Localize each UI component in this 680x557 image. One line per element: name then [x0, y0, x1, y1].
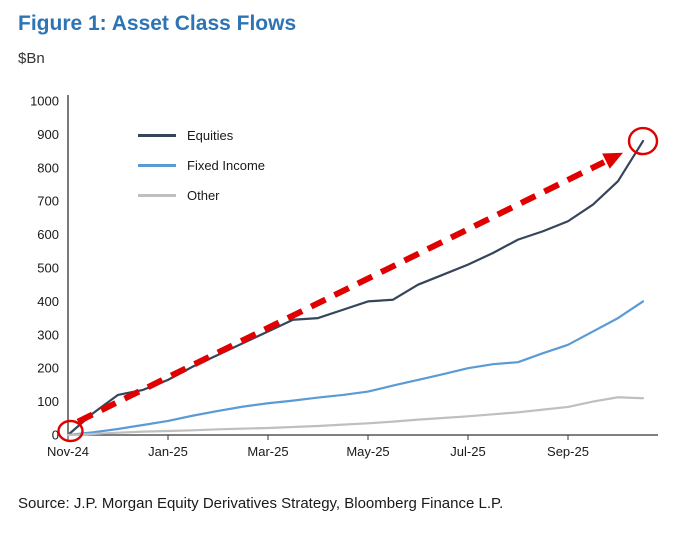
asset-class-flows-chart: 0 100 200 300 400 500 600 700 800 900 1000 Nov-24 Ja…	[18, 87, 678, 469]
svg-text:900: 900	[37, 127, 59, 142]
legend-label: Fixed Income	[187, 158, 266, 173]
svg-text:Jan-25: Jan-25	[148, 444, 188, 459]
svg-text:300: 300	[37, 327, 59, 342]
chart-legend: Equities Fixed Income Other	[138, 127, 265, 217]
svg-text:0: 0	[52, 428, 59, 443]
svg-text:Nov-24: Nov-24	[47, 444, 89, 459]
svg-text:200: 200	[37, 361, 59, 376]
svg-text:100: 100	[37, 394, 59, 409]
svg-text:Jul-25: Jul-25	[450, 444, 485, 459]
svg-text:500: 500	[37, 261, 59, 276]
legend-item-other: Other	[138, 187, 265, 204]
svg-text:600: 600	[37, 227, 59, 242]
fixed-income-line-swatch	[138, 164, 176, 167]
svg-text:400: 400	[37, 294, 59, 309]
equities-line-swatch	[138, 134, 176, 137]
other-line-swatch	[138, 194, 176, 197]
legend-item-fixed-income: Fixed Income	[138, 157, 265, 174]
svg-text:May-25: May-25	[346, 444, 389, 459]
svg-text:Mar-25: Mar-25	[247, 444, 288, 459]
figure-title: Figure 1: Asset Class Flows	[18, 12, 297, 35]
chart-plot-area: 0 100 200 300 400 500 600 700 800 900 1000 Nov-24 Ja…	[30, 94, 659, 459]
legend-label: Equities	[187, 128, 234, 143]
source-attribution: Source: J.P. Morgan Equity Derivatives S…	[18, 495, 504, 512]
svg-text:1000: 1000	[30, 94, 59, 109]
svg-text:700: 700	[37, 194, 59, 209]
svg-text:800: 800	[37, 160, 59, 175]
legend-label: Other	[187, 188, 220, 203]
svg-text:Sep-25: Sep-25	[547, 444, 589, 459]
y-axis-unit-label: $Bn	[18, 50, 45, 67]
legend-item-equities: Equities	[138, 127, 265, 144]
